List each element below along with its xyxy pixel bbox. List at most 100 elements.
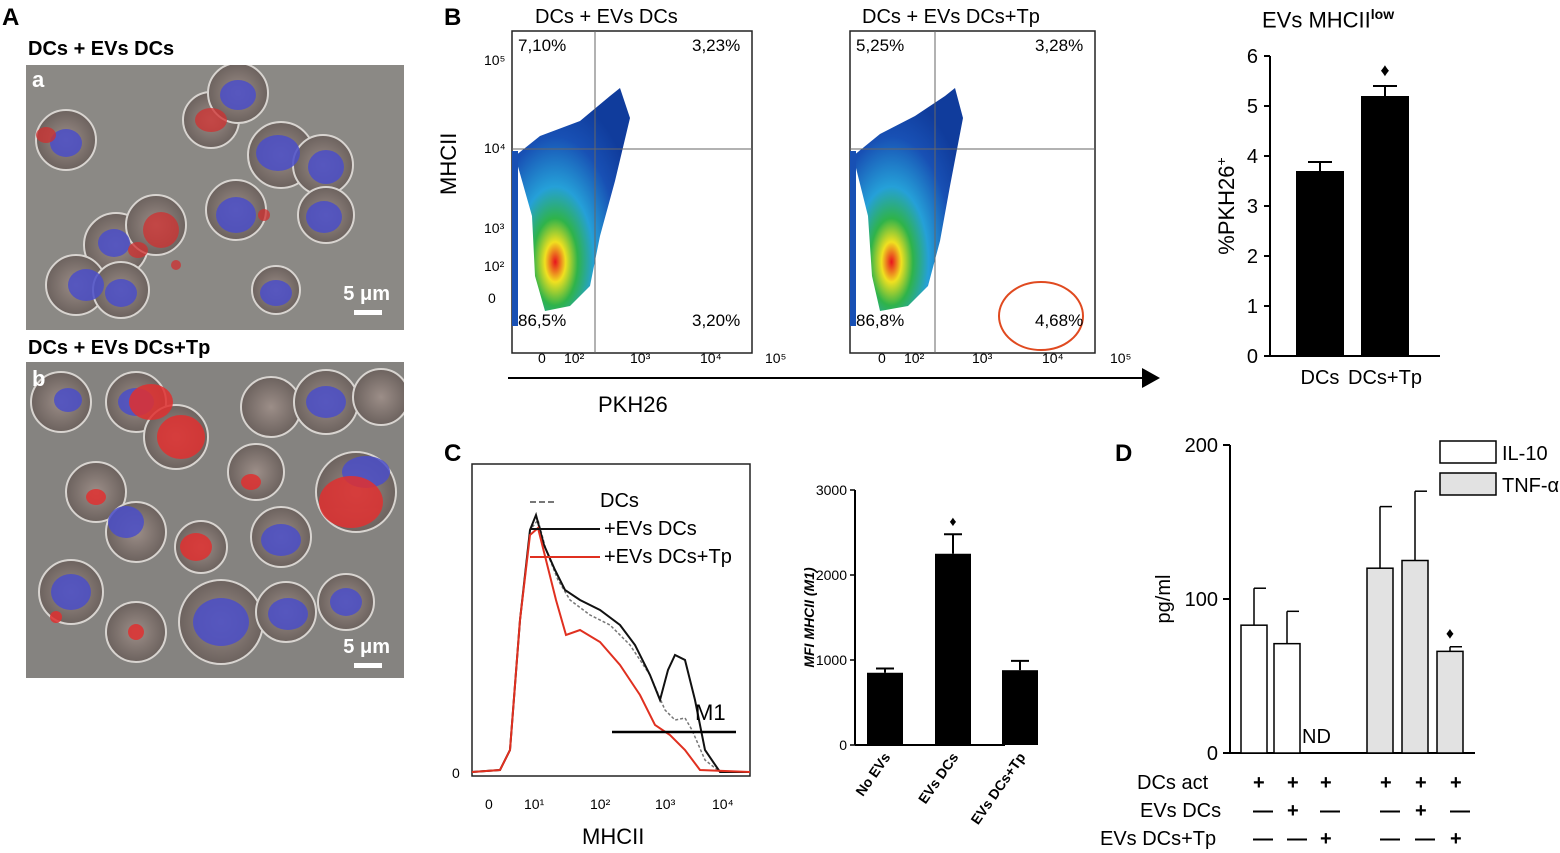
bar-c-category-label: No EVs — [852, 749, 893, 799]
d-condition-cell: — — [1415, 828, 1435, 850]
panel-a-sub-a-caption: DCs + EVs DCs — [28, 38, 175, 60]
bar-b-y-axis-label: %PKH26+ — [1213, 157, 1239, 254]
scale-bar-label-b: 5 μm — [343, 636, 390, 658]
bar-c-bar — [1002, 670, 1038, 745]
d-condition-cell: — — [1380, 800, 1400, 822]
flow-y-tick-2: 10² — [484, 258, 505, 274]
plot1-quadrant-ur: 3,23% — [692, 36, 741, 55]
bar-b-bar — [1361, 96, 1409, 356]
d-condition-cell: + — [1287, 800, 1299, 822]
panel-b-label: B — [444, 4, 462, 31]
hist-x-tick-2: 10² — [590, 796, 611, 812]
flow-plot-1-title: DCs + EVs DCs — [535, 6, 678, 28]
legend-c-item-evs-dcs-tp: +EVs DCs+Tp — [530, 544, 770, 572]
micrograph-b: b 5 μm — [26, 362, 404, 678]
hist-gate-label: M1 — [695, 700, 726, 725]
bar-d-y-tick-label: 0 — [1207, 743, 1218, 765]
d-condition-cell: — — [1287, 828, 1307, 850]
hist-x-tick-0: 0 — [485, 796, 493, 812]
bar-b-y-tick-label: 2 — [1247, 246, 1258, 268]
d-condition-cell: — — [1450, 800, 1470, 822]
bar-d-bar — [1240, 624, 1268, 754]
legend-swatch-evs-dcs — [530, 528, 600, 530]
legend-swatch-evs-dcs-tp — [530, 556, 600, 558]
hist-x-tick-3: 10³ — [655, 796, 676, 812]
flow2-x-tick-3: 10³ — [972, 350, 993, 366]
bar-b-title-sup: low — [1370, 6, 1395, 22]
bar-d-y-axis-label: pg/ml — [1153, 575, 1175, 624]
hist-y-zero: 0 — [452, 765, 460, 781]
bar-b-y-tick-label: 0 — [1247, 346, 1258, 368]
legend-label-dcs: DCs — [600, 490, 639, 512]
bar-d-bar — [1366, 567, 1394, 754]
panel-d-label: D — [1115, 440, 1133, 467]
bar-c-bar — [935, 553, 971, 745]
bar-c-category-label: EVs DCs+Tp — [967, 750, 1028, 828]
flow-plot-2-title: DCs + EVs DCs+Tp — [862, 6, 1040, 28]
micrograph-a-letter: a — [32, 67, 45, 92]
bar-b-title: EVs MHCIIlow — [1262, 6, 1394, 33]
scale-bar-b — [354, 663, 382, 668]
flow2-x-tick-2: 10² — [904, 350, 925, 366]
d-condition-cell: + — [1450, 772, 1462, 794]
d-condition-cell: + — [1320, 772, 1332, 794]
flow-y-tick-3: 10³ — [484, 220, 505, 236]
d-row-label-evs-dcs-tp: EVs DCs+Tp — [1100, 828, 1217, 850]
bar-c-bar — [867, 672, 903, 745]
bar-b-title-main: EVs MHCII — [1262, 7, 1371, 33]
flow1-x-tick-4: 10⁴ — [700, 350, 722, 366]
flow2-x-tick-0: 0 — [878, 350, 886, 366]
plot2-quadrant-ul: 5,25% — [856, 36, 905, 55]
plot1-quadrant-ll: 86,5% — [518, 311, 567, 330]
hist-x-axis-label: MHCII — [582, 824, 645, 849]
flow-y-tick-0: 0 — [488, 290, 496, 306]
bar-c-y-tick-label: 2000 — [816, 567, 847, 583]
scale-bar-label-a: 5 μm — [343, 283, 390, 305]
bar-b-y-tick-label: 1 — [1247, 296, 1258, 318]
bar-d-legend-swatch — [1439, 472, 1497, 496]
micrograph-a: a 5 μm — [26, 65, 404, 330]
d-condition-cell: — — [1253, 800, 1273, 822]
legend-c-item-evs-dcs: +EVs DCs — [530, 516, 770, 544]
nd-label: ND — [1302, 726, 1331, 748]
flow-x-axis-label: PKH26 — [598, 392, 668, 417]
bar-chart-d: 0 100 200 pg/ml ♦ IL-10 TNF-α — [1153, 435, 1559, 765]
bar-b-category-label: DCs+Tp — [1348, 367, 1422, 389]
d-condition-cell: + — [1415, 772, 1427, 794]
panel-a-label: A — [2, 4, 20, 31]
d-condition-cell: — — [1380, 828, 1400, 850]
bar-c-y-axis-label: MFI MHCII (M1) — [801, 567, 817, 668]
d-condition-cell: — — [1320, 800, 1340, 822]
hist-evs-dcs-tp-line — [471, 526, 751, 773]
micrograph-a-image — [26, 65, 404, 330]
flow-y-tick-5: 10⁵ — [484, 52, 506, 68]
flow-y-tick-4: 10⁴ — [484, 140, 506, 156]
bar-c-category-label: EVs DCs — [915, 749, 962, 806]
d-row-label-evs-dcs: EVs DCs — [1140, 800, 1222, 822]
hist-x-tick-4: 10⁴ — [712, 796, 734, 812]
flow-plot-1-density — [515, 88, 630, 311]
highlight-circle — [998, 281, 1084, 351]
flow1-x-tick-0: 0 — [538, 350, 546, 366]
bar-c-y-tick-label: 3000 — [816, 482, 847, 498]
bar-d-bar — [1436, 650, 1464, 754]
bar-d-bar — [1273, 642, 1301, 754]
plot1-quadrant-lr: 3,20% — [692, 311, 741, 330]
bar-d-y-tick-label: 200 — [1185, 435, 1218, 457]
bar-b-bar — [1296, 171, 1344, 356]
plot2-quadrant-ur: 3,28% — [1035, 36, 1084, 55]
bar-d-significance-marker: ♦ — [1446, 626, 1454, 643]
plot2-quadrant-ll: 86,8% — [856, 311, 905, 330]
bar-d-bar — [1401, 559, 1429, 754]
bar-d-y-tick-label: 100 — [1185, 589, 1218, 611]
micrograph-b-letter: b — [32, 366, 46, 391]
plot2-quadrant-lr: 4,68% — [1035, 311, 1084, 330]
panel-a-sub-b-caption: DCs + EVs DCs+Tp — [28, 337, 211, 359]
bar-d-legend-label: IL-10 — [1502, 443, 1548, 465]
bar-b-y-axis-label-sup: + — [1213, 157, 1229, 165]
flow1-x-tick-2: 10² — [564, 350, 585, 366]
bar-d-legend-swatch — [1439, 440, 1497, 464]
legend-label-evs-dcs-tp: +EVs DCs+Tp — [604, 546, 732, 568]
scale-bar-a — [354, 310, 382, 315]
plot1-quadrant-ul: 7,10% — [518, 36, 567, 55]
